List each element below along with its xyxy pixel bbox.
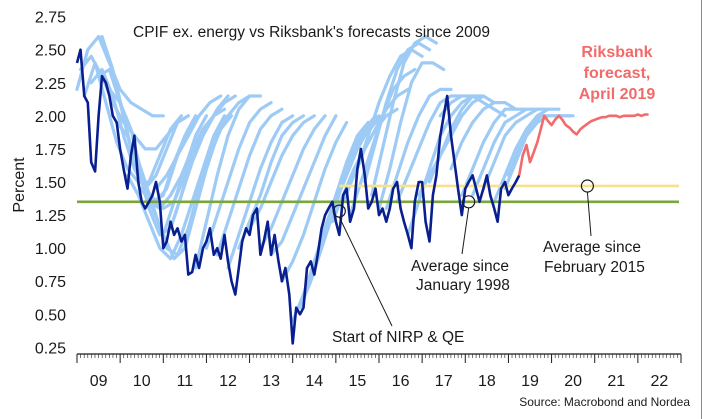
forecast-line bbox=[492, 107, 561, 204]
series-lines bbox=[75, 48, 649, 345]
forecast-line bbox=[506, 114, 575, 177]
x-tick-label: 13 bbox=[262, 373, 280, 390]
annotation-avg2015-leader bbox=[586, 191, 592, 237]
annotation-nirp-leader bbox=[338, 216, 393, 327]
forecast-line bbox=[154, 94, 223, 191]
forecast-line bbox=[427, 94, 496, 184]
y-tick-label: 1.75 bbox=[35, 142, 66, 159]
forecast-line bbox=[395, 94, 464, 204]
forecast-line bbox=[341, 87, 410, 204]
forecast-line bbox=[204, 100, 273, 250]
forecast-line bbox=[449, 100, 518, 171]
y-axis-label: Percent bbox=[11, 157, 28, 213]
forecast-label-line1: Riksbank bbox=[581, 44, 652, 61]
annotation-avg1998-leader bbox=[461, 207, 470, 255]
forecast-line bbox=[460, 107, 529, 197]
y-tick-label: 1.25 bbox=[35, 208, 66, 225]
x-tick-label: 11 bbox=[177, 373, 194, 390]
annotation-avg2015-line2: February 2015 bbox=[544, 259, 645, 276]
y-tick-label: 1.00 bbox=[35, 241, 66, 258]
forecast-line bbox=[355, 48, 424, 171]
forecast-line bbox=[75, 34, 165, 118]
y-tick-label: 1.50 bbox=[35, 175, 66, 192]
annotation-avg2015-line1: Average since bbox=[543, 239, 641, 256]
x-tick-label: 17 bbox=[435, 373, 453, 390]
annotation-avg1998-line2: January 1998 bbox=[416, 277, 510, 294]
forecast-line bbox=[438, 94, 507, 118]
forecast-line bbox=[169, 94, 237, 230]
x-tick-label: 16 bbox=[392, 373, 410, 390]
y-tick-label: 2.50 bbox=[35, 43, 66, 60]
x-tick-label: 12 bbox=[219, 373, 237, 390]
x-tick-label: 21 bbox=[607, 373, 625, 390]
x-tick-label: 20 bbox=[564, 373, 582, 390]
x-tick-label: 10 bbox=[133, 373, 151, 390]
forecast-line bbox=[226, 114, 295, 270]
y-tick-label: 2.25 bbox=[35, 76, 66, 93]
forecast-line bbox=[125, 114, 227, 261]
y-tick-label: 2.00 bbox=[35, 109, 66, 126]
x-tick-label: 19 bbox=[521, 373, 539, 390]
forecast-line bbox=[384, 87, 453, 211]
forecast-line bbox=[481, 107, 550, 191]
x-axis: 09 10 11 12 13 14 15 16 17 18 19 20 21 22 bbox=[76, 353, 682, 390]
forecast-line bbox=[215, 107, 284, 257]
source-note: Source: Macrobond and Nordea bbox=[519, 395, 690, 409]
forecast-line bbox=[363, 41, 432, 184]
chart-title: CPIF ex. energy vs Riksbank's forecasts … bbox=[133, 24, 490, 41]
forecast-label-line2: forecast, bbox=[584, 65, 651, 82]
forecast-line bbox=[471, 107, 539, 197]
forecast-line bbox=[377, 61, 446, 211]
x-tick-label: 14 bbox=[305, 373, 323, 390]
x-tick-label: 15 bbox=[349, 373, 367, 390]
forecast-line bbox=[183, 94, 252, 250]
forecast-line bbox=[370, 34, 438, 197]
y-tick-label: 0.50 bbox=[35, 307, 66, 324]
y-axis: 0.25 0.50 0.75 1.00 1.25 1.50 1.75 2.00 2.25 2.50… bbox=[35, 10, 66, 358]
annotation-avg1998-line1: Average since bbox=[411, 258, 509, 275]
forecast-line bbox=[258, 114, 327, 250]
forecast-line bbox=[194, 94, 262, 270]
annotation-nirp-text: Start of NIRP & QE bbox=[332, 329, 464, 346]
forecast-lines bbox=[75, 34, 575, 323]
y-tick-label: 0.25 bbox=[35, 340, 66, 357]
annotations: Start of NIRP & QE Average since January… bbox=[332, 44, 655, 346]
x-tick-label: 18 bbox=[478, 373, 496, 390]
y-tick-label: 0.75 bbox=[35, 274, 66, 291]
forecast-label-line3: April 2019 bbox=[579, 86, 656, 103]
forecast-line bbox=[248, 114, 316, 230]
forecast-line bbox=[269, 114, 338, 257]
x-tick-label: 22 bbox=[651, 373, 669, 390]
riksbank-forecast-line bbox=[517, 113, 649, 176]
y-tick-label: 2.75 bbox=[35, 10, 66, 27]
cpif-line bbox=[75, 48, 521, 345]
x-tick-label: 09 bbox=[90, 373, 108, 390]
forecast-line bbox=[237, 114, 306, 250]
